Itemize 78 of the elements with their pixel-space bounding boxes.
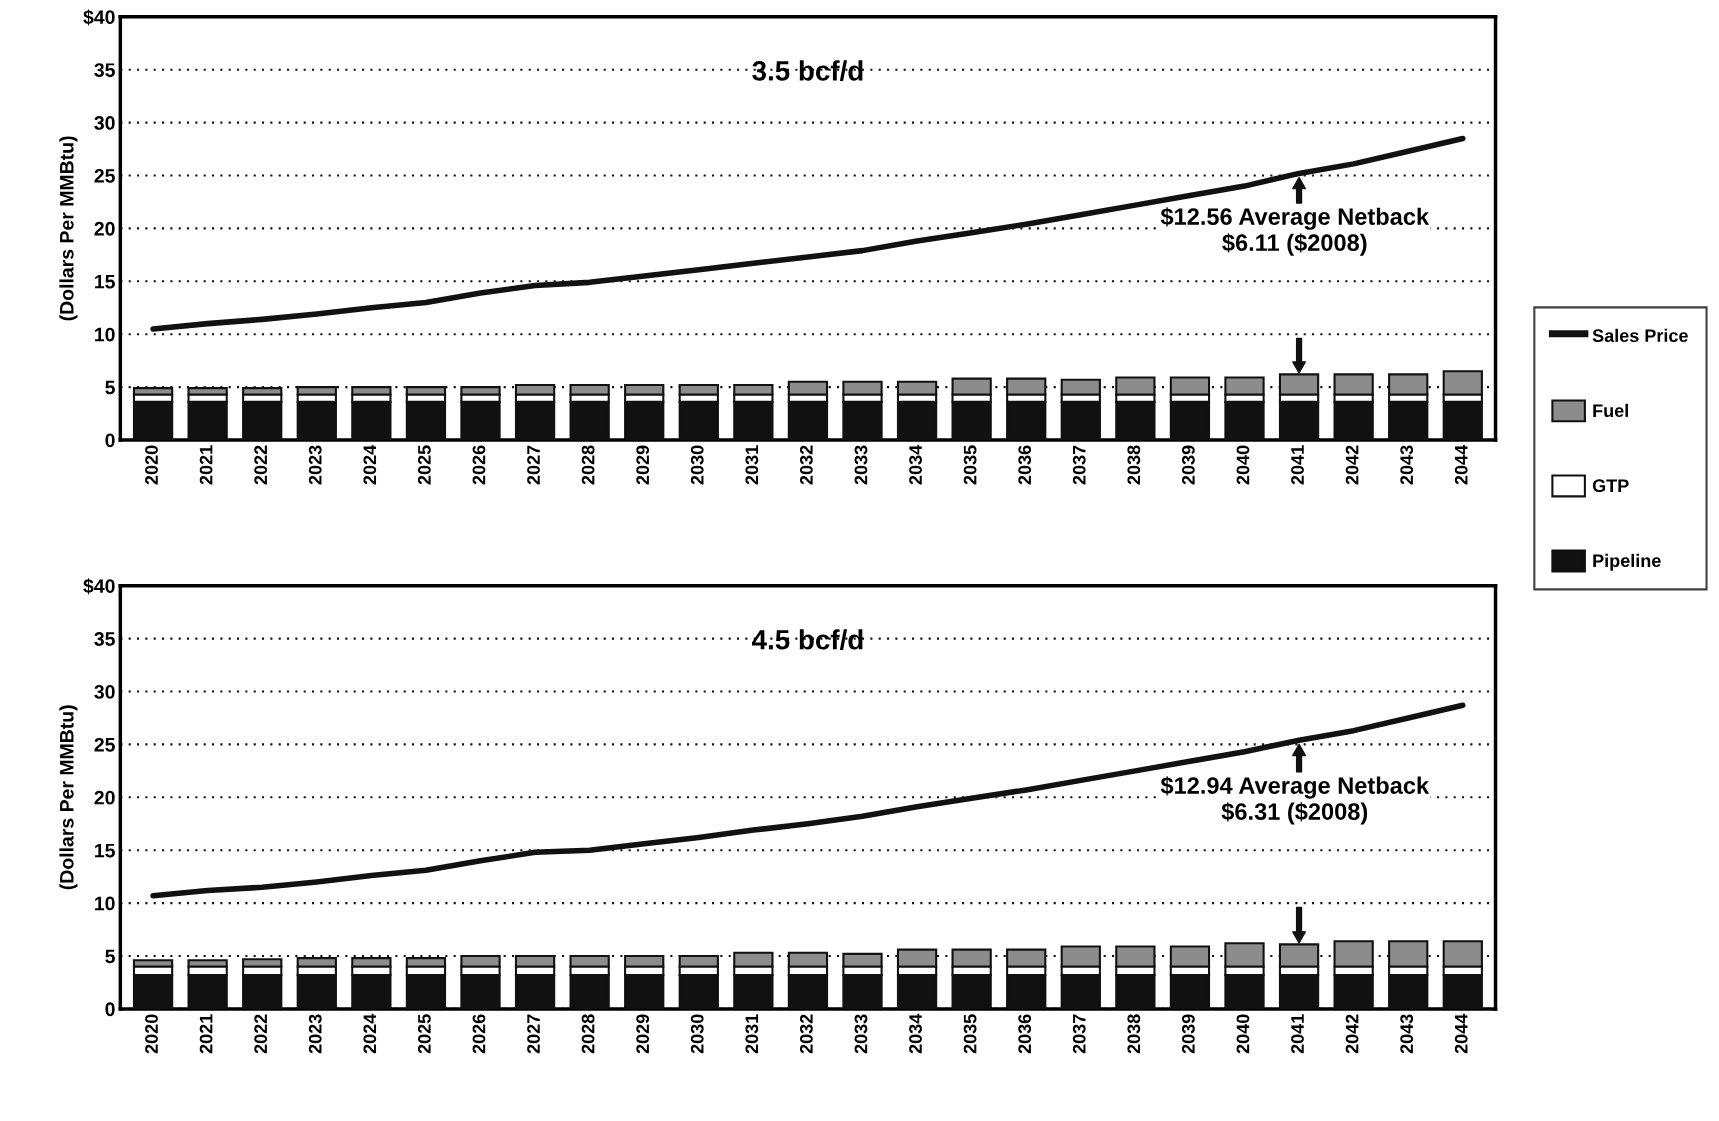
y-tick-label: 20: [94, 790, 115, 805]
x-tick-label: 2035: [963, 1014, 977, 1054]
x-tick-label: 2043: [1400, 1014, 1414, 1054]
x-tick-label: 2037: [1072, 445, 1086, 485]
x-tick-label: 2028: [581, 445, 595, 485]
x-tick-label: 2031: [745, 1014, 759, 1054]
x-tick-label: 2034: [909, 444, 922, 485]
x-tick-label: 2030: [690, 1014, 704, 1054]
x-tick-label: 2040: [1236, 445, 1250, 485]
y-tick-label: $40: [83, 578, 115, 595]
y-tick-label: 30: [94, 116, 115, 130]
y-axis-title: (Dollars Per MMBtu): [59, 136, 78, 321]
x-tick-label: 2028: [581, 1014, 595, 1054]
y-tick-label: 0: [105, 1002, 115, 1017]
y-tick-label: 0: [105, 433, 115, 448]
x-tick-label: 2035: [963, 445, 977, 485]
y-tick-label: 15: [95, 274, 115, 289]
x-tick-label: 2042: [1345, 1014, 1359, 1054]
y-tick-label: 30: [94, 684, 115, 699]
x-tick-label: 2020: [145, 1014, 158, 1054]
x-tick-label: 2042: [1345, 445, 1359, 485]
x-tick-label: 2024: [363, 444, 377, 485]
x-tick-label: 2040: [1236, 1014, 1250, 1054]
y-tick-label: $40: [83, 9, 115, 26]
y-tick-label: 35: [94, 632, 115, 646]
x-tick-label: 2030: [690, 445, 704, 485]
x-tick-label: 2043: [1400, 445, 1414, 485]
x-tick-label: 2033: [854, 445, 868, 485]
x-tick-label: 2024: [363, 1013, 377, 1054]
annotation: $12.56 Average Netback $6.11 ($2008): [1160, 207, 1430, 256]
x-tick-label: 2021: [199, 445, 213, 485]
y-tick-label: 5: [105, 949, 115, 964]
x-tick-label: 2033: [854, 1014, 868, 1054]
x-tick-label: 2044: [1454, 1013, 1468, 1054]
x-tick-label: 2025: [417, 1014, 431, 1054]
x-tick-label: 2025: [417, 445, 431, 485]
x-tick-label: 2044: [1454, 444, 1468, 485]
legend-label: GTP: [1592, 479, 1629, 493]
text: 3.5 bcf/d: [752, 60, 863, 81]
x-tick-label: 2032: [799, 445, 813, 485]
x-tick-label: 2029: [636, 445, 650, 485]
x-tick-label: 2039: [1181, 1014, 1195, 1054]
y-tick-label: 10: [95, 896, 115, 911]
x-tick-label: 2031: [745, 445, 759, 485]
x-tick-label: 2026: [472, 1014, 486, 1054]
y-tick-label: 20: [94, 221, 115, 236]
x-tick-label: 2032: [799, 1014, 813, 1054]
x-tick-label: 2023: [308, 445, 322, 485]
x-tick-label: 2038: [1127, 445, 1141, 485]
y-tick-label: 25: [94, 168, 115, 183]
y-tick-label: 10: [95, 327, 115, 342]
x-tick-label: 2023: [308, 1014, 322, 1054]
y-tick-label: 35: [94, 63, 115, 77]
x-tick-label: 2037: [1072, 1014, 1086, 1054]
x-tick-label: 2027: [527, 445, 540, 485]
legend-label: Pipeline: [1593, 553, 1661, 571]
x-tick-label: 2021: [199, 1014, 213, 1054]
x-tick-label: 2036: [1018, 1014, 1032, 1054]
text: 4.5 bcf/d: [752, 629, 863, 650]
x-tick-label: 2027: [527, 1014, 540, 1054]
y-tick-label: 15: [95, 843, 115, 858]
x-tick-label: 2029: [636, 1014, 650, 1054]
x-tick-label: 2041: [1291, 445, 1304, 485]
annotation: $12.94 Average Netback $6.31 ($2008): [1160, 776, 1430, 825]
x-tick-label: 2022: [254, 445, 268, 485]
legend-label: Sales Price: [1592, 328, 1688, 343]
x-tick-label: 2020: [145, 445, 158, 485]
y-axis-title: (Dollars Per MMBtu): [59, 705, 78, 890]
x-tick-label: 2038: [1127, 1014, 1141, 1054]
x-tick-label: 2036: [1018, 445, 1032, 485]
x-tick-label: 2022: [254, 1014, 268, 1054]
x-tick-label: 2041: [1291, 1014, 1304, 1054]
y-tick-label: 5: [105, 380, 115, 395]
y-tick-label: 25: [94, 737, 115, 752]
x-tick-label: 2026: [472, 445, 486, 485]
x-tick-label: 2034: [909, 1013, 922, 1054]
legend-label: Fuel: [1593, 403, 1628, 418]
x-tick-label: 2039: [1181, 445, 1195, 485]
